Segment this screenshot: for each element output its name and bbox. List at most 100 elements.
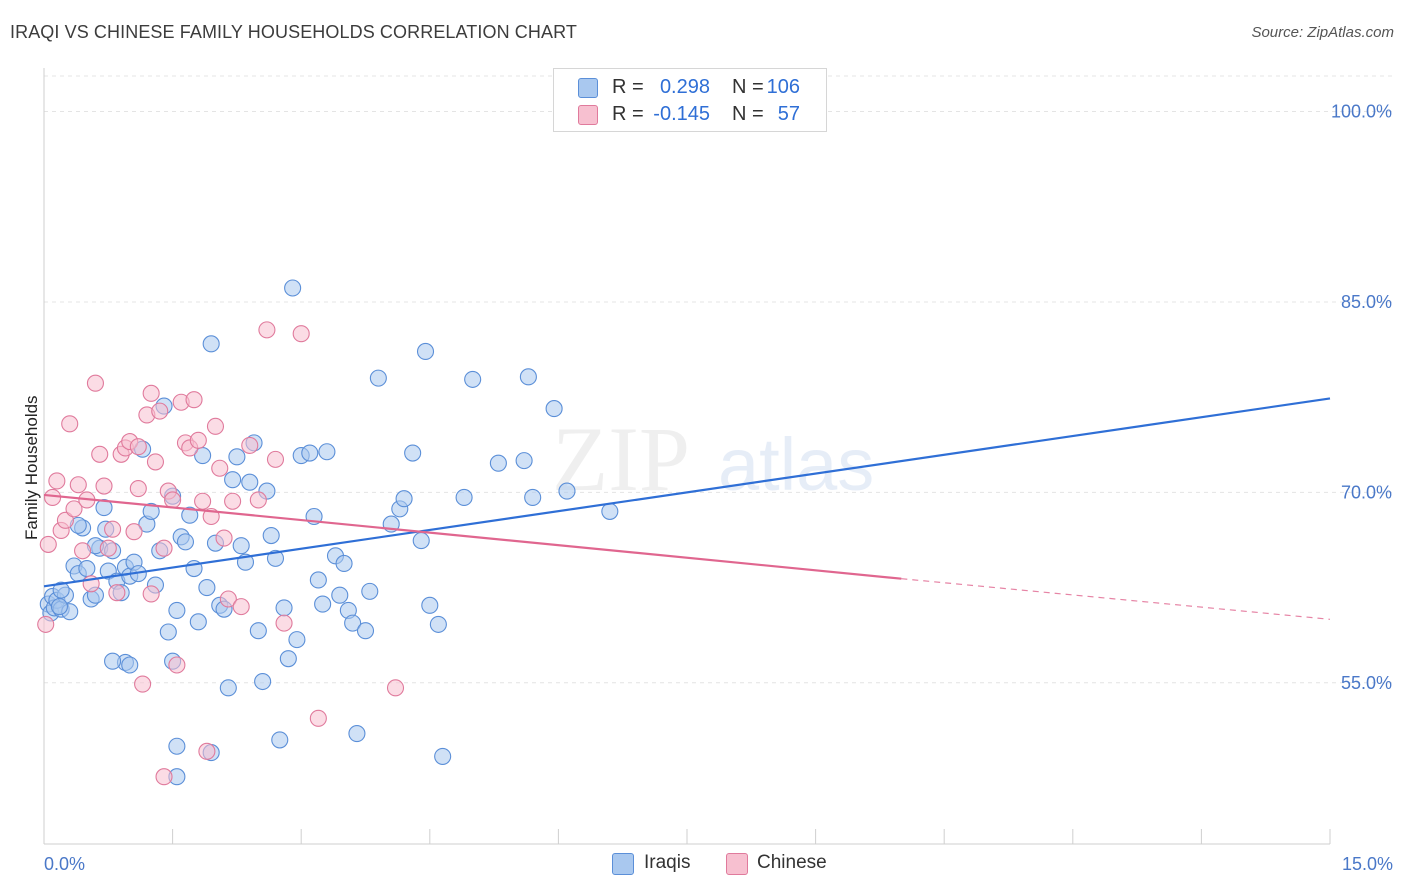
iraqis-point — [524, 488, 542, 506]
iraqis-point — [421, 596, 439, 614]
iraqis-point — [275, 599, 293, 617]
iraqis-point — [254, 672, 272, 691]
iraqis-point — [515, 452, 533, 470]
chinese-point — [194, 492, 212, 510]
iraqis-point — [344, 614, 362, 632]
iraqis-point — [168, 737, 186, 755]
iraqis-point — [78, 559, 96, 578]
chinese-point — [232, 598, 250, 616]
chinese-point — [155, 768, 173, 786]
iraqis-point — [464, 370, 482, 388]
chinese-point — [48, 472, 66, 490]
tick-labels: 55.0% 70.0% 85.0% 100.0% 0.0% 15.0% — [44, 102, 1393, 874]
chinese-point — [108, 584, 126, 602]
iraqis-point — [301, 444, 319, 462]
iraqis-point — [356, 622, 375, 640]
y-axis-label: Family Households — [22, 395, 41, 540]
source-label: Source: ZipAtlas.com — [1251, 24, 1394, 41]
chinese-r-value: -0.145 — [653, 103, 710, 125]
iraqis-point — [395, 490, 413, 508]
iraqis-point — [335, 554, 353, 573]
chinese-point — [129, 480, 147, 498]
trend-lines — [43, 397, 1331, 620]
y-tick-label: 100.0% — [1331, 102, 1392, 122]
y-tick-label: 55.0% — [1341, 673, 1392, 693]
iraqis-point — [249, 622, 267, 640]
chinese-point — [91, 445, 109, 463]
chinese-point — [258, 321, 276, 339]
chinese-point — [185, 391, 203, 409]
iraqis-point — [348, 725, 366, 743]
chinese-point — [129, 438, 147, 456]
iraqis-swatch — [578, 78, 598, 98]
iraqis-point — [404, 444, 422, 462]
iraqis-point — [412, 532, 430, 550]
iraqis-point — [309, 571, 327, 589]
chinese-point — [86, 374, 104, 392]
chart-title: IRAQI VS CHINESE FAMILY HOUSEHOLDS CORRE… — [10, 22, 577, 42]
x-tick-label-min: 0.0% — [44, 854, 85, 874]
iraqis-point — [455, 488, 473, 506]
iraqis-point — [266, 549, 285, 567]
iraqis-point — [434, 747, 452, 765]
chinese-point — [151, 402, 169, 420]
chinese-point — [189, 431, 207, 449]
chinese-point — [206, 417, 225, 435]
iraqis-point — [198, 579, 216, 597]
x-tick-label-max: 15.0% — [1342, 854, 1393, 874]
iraqis-point — [489, 454, 507, 472]
chinese-point — [219, 590, 237, 608]
chinese-point — [134, 675, 152, 693]
iraqis-n-value: 106 — [766, 76, 800, 98]
iraqis-point — [369, 369, 387, 387]
iraqis-point — [219, 679, 237, 697]
iraqis-point — [545, 400, 563, 418]
n-label: N = — [732, 103, 764, 125]
chinese-n-value: 57 — [777, 103, 800, 125]
chinese-legend-label: Chinese — [757, 852, 827, 873]
iraqis-trend-line — [43, 397, 1331, 588]
chinese-point — [249, 491, 267, 509]
chinese-swatch — [578, 105, 598, 125]
iraqis-legend-label: Iraqis — [644, 852, 691, 873]
iraqis-point — [95, 499, 113, 517]
y-tick-label: 70.0% — [1341, 482, 1392, 502]
chinese-point — [65, 500, 83, 518]
chinese-point — [56, 511, 74, 529]
chinese-point — [104, 520, 122, 538]
iraqis-point — [519, 368, 537, 386]
iraqis-point — [159, 623, 177, 641]
r-label: R = — [612, 103, 644, 125]
chinese-point — [164, 491, 182, 509]
iraqis-point — [271, 731, 289, 749]
iraqis-point — [202, 335, 220, 353]
iraqis-point — [279, 650, 297, 668]
iraqis-point — [142, 502, 160, 520]
axes — [43, 68, 1331, 845]
grid-lines — [44, 75, 1392, 684]
chinese-point — [386, 679, 405, 697]
iraqis-point — [121, 656, 139, 674]
iraqis-point — [176, 533, 195, 551]
iraqis-point — [361, 582, 379, 600]
chinese-points — [37, 321, 405, 786]
iraqis-point — [50, 598, 68, 616]
chinese-point — [198, 742, 216, 760]
chinese-point — [215, 529, 233, 547]
iraqis-point — [241, 473, 259, 491]
chinese-trend-line — [43, 493, 902, 580]
iraqis-point — [168, 601, 186, 619]
iraqis-point — [601, 502, 619, 520]
chinese-point — [37, 615, 55, 633]
iraqis-point — [262, 526, 280, 545]
chinese-point — [224, 492, 242, 510]
chinese-point — [292, 325, 310, 343]
chinese-point — [39, 535, 57, 553]
chinese-point — [44, 488, 62, 506]
y-tick-label: 85.0% — [1341, 292, 1392, 312]
chinese-trend-extension — [901, 578, 1331, 620]
iraqis-point — [284, 279, 302, 297]
n-label: N = — [732, 76, 764, 98]
iraqis-point — [331, 586, 349, 604]
